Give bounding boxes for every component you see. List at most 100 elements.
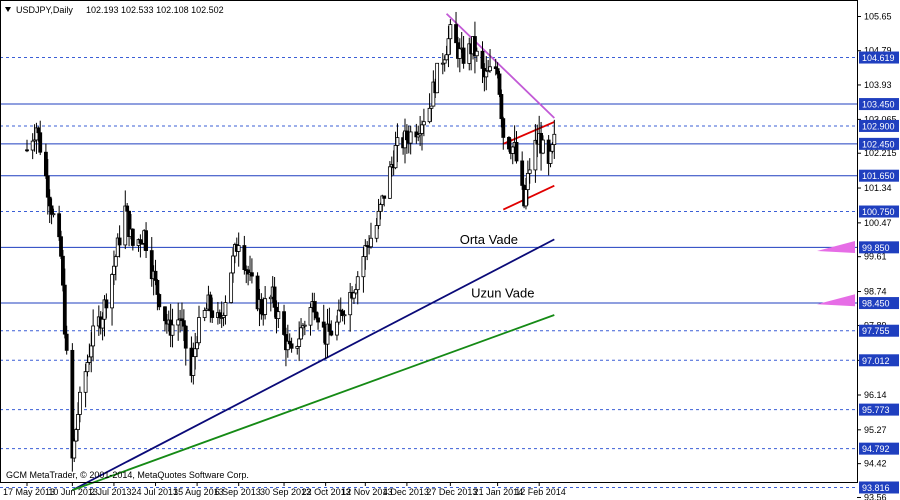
candle-body <box>361 256 366 278</box>
candle-body <box>461 47 466 64</box>
y-tick-label: 96.14 <box>864 390 887 400</box>
candle-body <box>329 330 334 336</box>
y-tick-label: 102.215 <box>864 148 897 158</box>
candle-body <box>229 272 234 303</box>
candle-body <box>195 342 200 350</box>
candle-body <box>130 228 135 246</box>
candle-body <box>250 272 254 277</box>
candle-body <box>157 294 162 308</box>
candle-body <box>74 429 79 442</box>
candle-body <box>36 127 41 134</box>
candle-body <box>474 50 479 57</box>
level-label: 102.900 <box>862 121 895 131</box>
y-tick-label: 94.42 <box>864 459 887 469</box>
candle-body <box>282 311 286 335</box>
y-tick-label: 101.34 <box>864 183 892 193</box>
candle-body <box>62 284 67 335</box>
candle-body <box>272 286 277 308</box>
level-label-box <box>859 137 899 150</box>
candle-body <box>30 140 35 151</box>
candle-body <box>480 50 485 69</box>
header-label: USDJPY,Daily 102.193 102.533 102.108 102… <box>5 5 224 15</box>
candle-body <box>155 280 160 295</box>
y-tick-label: 100.47 <box>864 218 892 228</box>
y-tick-label: 93.56 <box>864 492 887 500</box>
candle-body <box>57 213 62 238</box>
level-label-box <box>859 98 899 111</box>
level-label: 99.850 <box>862 243 890 253</box>
candle-body <box>335 321 339 336</box>
candle-body <box>363 245 368 257</box>
candle-body <box>44 151 48 177</box>
price-levels <box>0 57 857 488</box>
annotations: Orta Vade Uzun Vade <box>460 232 855 307</box>
candle-body <box>514 141 519 162</box>
candle-body <box>550 144 555 152</box>
candle-body <box>125 205 130 212</box>
candle-body <box>45 175 50 198</box>
candle-body <box>117 237 122 246</box>
candle-body <box>104 299 109 309</box>
candle-body <box>112 265 116 275</box>
candle-body <box>236 245 241 252</box>
x-tick-label: 10 Jun 2013 <box>48 487 98 497</box>
level-label-box <box>859 354 899 367</box>
candle-body <box>231 255 235 274</box>
y-tick-label: 98.74 <box>864 287 887 297</box>
candle-body <box>533 139 538 171</box>
x-tick-label: 27 Dec 2013 <box>426 487 477 497</box>
level-label: 95.773 <box>862 405 890 415</box>
resistance-line <box>445 13 555 119</box>
candle-body <box>525 172 530 191</box>
candle-body <box>181 320 186 327</box>
candle-body <box>83 371 88 393</box>
candle-body <box>289 343 294 349</box>
candle-body <box>242 245 247 270</box>
candle-body <box>51 213 56 216</box>
candle-body <box>495 68 500 75</box>
candle-body <box>448 24 453 40</box>
annotation-arrow-icon <box>817 294 855 307</box>
x-tick-label: 4 Dec 2013 <box>383 487 429 497</box>
candle-body <box>369 237 373 248</box>
candle-body <box>302 324 307 327</box>
candle-body <box>444 54 449 61</box>
candle-body <box>64 333 69 351</box>
candle-body <box>520 160 525 186</box>
candle-body <box>85 362 90 373</box>
candle-body <box>321 321 326 328</box>
level-label: 103.450 <box>862 100 895 110</box>
candle-body <box>524 189 528 207</box>
uzun-trend-line <box>72 314 555 491</box>
candle-body <box>276 311 281 319</box>
candle-body <box>208 294 213 312</box>
candle-body <box>442 59 447 64</box>
candle-body <box>170 324 175 336</box>
candle-body <box>59 236 63 257</box>
candle-body <box>163 306 167 322</box>
x-tick-label: 12 Nov 2013 <box>341 487 392 497</box>
level-label-box <box>859 51 899 64</box>
candle-body <box>197 317 201 344</box>
x-tick-label: 24 Jul 2013 <box>132 487 179 497</box>
candles <box>25 11 557 472</box>
x-tick-label: 6 Sep 2013 <box>215 487 261 497</box>
candle-body <box>427 107 432 123</box>
candle-body <box>387 166 392 199</box>
annotation-arrow-icon <box>817 240 855 253</box>
candle-body <box>488 66 492 72</box>
candle-body <box>408 131 413 144</box>
candle-body <box>342 314 347 317</box>
candle-body <box>297 338 302 347</box>
candle-body <box>176 319 181 326</box>
level-label-box <box>859 403 899 416</box>
candle-body <box>78 391 82 415</box>
candle-body <box>138 239 143 244</box>
candle-body <box>299 327 303 340</box>
level-label-box <box>859 442 899 455</box>
candle-body <box>100 318 105 329</box>
plot-frame <box>0 0 858 483</box>
level-label: 98.450 <box>862 299 890 309</box>
candle-body <box>210 310 215 318</box>
